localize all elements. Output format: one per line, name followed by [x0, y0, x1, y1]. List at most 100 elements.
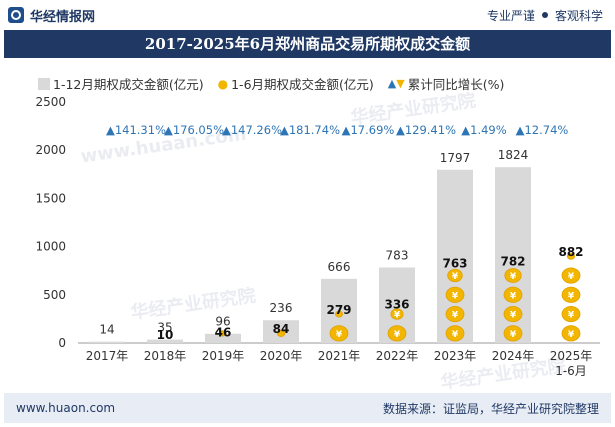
coin-symbol: ¥ — [452, 291, 459, 301]
coin-mark — [566, 252, 576, 260]
coin-symbol: ¥ — [510, 311, 517, 321]
coin-symbol: ¥ — [336, 330, 343, 340]
coin-symbol: ¥ — [510, 291, 517, 301]
growth-label: ▲141.31% — [106, 123, 166, 137]
legend-label-growth: 累计同比增长(%) — [407, 77, 505, 92]
coin-symbol: ¥ — [510, 330, 517, 340]
x-tick-label: 2025年 — [550, 349, 593, 363]
coin-mark — [561, 306, 581, 323]
coin-mark — [503, 306, 523, 323]
growth-label: ▲17.69% — [342, 123, 395, 137]
coin-symbol: ¥ — [568, 311, 575, 321]
x-tick-label: 2017年 — [86, 349, 129, 363]
coin-symbol: ¥ — [452, 311, 459, 321]
bar — [89, 341, 125, 343]
growth-label: ▲12.74% — [516, 123, 569, 137]
coin-symbol: ¥ — [510, 272, 517, 282]
y-tick-label: 500 — [43, 288, 66, 302]
coin-mark — [561, 267, 581, 284]
growth-label: ▲147.26% — [222, 123, 282, 137]
coin-mark — [561, 325, 581, 342]
coin-mark — [561, 286, 581, 303]
legend-bar-swatch-icon — [38, 77, 50, 90]
x-tick-label: 2024年 — [492, 349, 535, 363]
legend-item-coin: ● 1-6月期权成交金额(亿元) — [218, 74, 374, 93]
legend-triangle-icon: ▲▼ — [387, 77, 405, 90]
coin-symbol: ¥ — [568, 272, 575, 282]
bar-value-label: 96 — [215, 315, 230, 329]
coin-mark — [329, 325, 349, 342]
coin-mark — [335, 310, 343, 318]
coin-mark — [219, 330, 227, 337]
coin-value-label: 10 — [157, 328, 174, 342]
x-tick-label: 2023年 — [434, 349, 477, 363]
coin-mark — [445, 306, 465, 323]
x-tick-label: 2021年 — [318, 349, 361, 363]
coin-symbol: ¥ — [452, 272, 459, 282]
coin-mark — [387, 325, 407, 342]
x-tick-label: 2018年 — [144, 349, 187, 363]
dot-separator-icon — [541, 12, 548, 18]
coin-value-label: 782 — [500, 255, 525, 269]
y-tick-label: 2500 — [35, 95, 66, 109]
coin-mark — [504, 268, 522, 283]
bar-value-label: 1824 — [498, 148, 529, 162]
coin-mark — [447, 268, 463, 283]
x-tick-label: 2020年 — [260, 349, 303, 363]
chart-legend: 1-12月期权成交金额(亿元) ● 1-6月期权成交金额(亿元) ▲▼ 累计同比… — [38, 74, 504, 93]
coin-mark — [503, 286, 523, 303]
coin-mark — [390, 308, 404, 320]
legend-item-bar: 1-12月期权成交金额(亿元) — [38, 74, 204, 93]
coin-symbol: ¥ — [394, 330, 401, 340]
legend-label-coin: 1-6月期权成交金额(亿元) — [231, 77, 374, 92]
coin-value-label: 84 — [273, 322, 290, 336]
coin-value-label: 336 — [384, 298, 409, 312]
footer-source: 数据来源：证监局，华经产业研究院整理 — [382, 401, 599, 416]
bar — [205, 333, 241, 343]
coin-symbol: ¥ — [394, 311, 401, 321]
x-tick-label: 1-6月 — [555, 364, 587, 378]
legend-item-growth: ▲▼ 累计同比增长(%) — [388, 74, 505, 93]
brand-name: 华经情报网 — [30, 9, 96, 25]
footer-url: www.huaon.com — [16, 401, 116, 415]
y-tick-label: 1000 — [35, 240, 66, 254]
growth-label: ▲129.41% — [396, 123, 456, 137]
y-tick-label: 2000 — [35, 143, 66, 157]
growth-label: ▲181.74% — [280, 123, 340, 137]
tagline: 专业严谨 客观科学 — [487, 7, 603, 24]
y-tick-label: 1500 — [35, 191, 66, 205]
coin-mark — [445, 325, 465, 342]
legend-label-bar: 1-12月期权成交金额(亿元) — [53, 77, 204, 92]
growth-label: ▲1.49% — [461, 123, 506, 137]
tagline-right: 客观科学 — [554, 8, 603, 23]
coin-value-label: 763 — [442, 256, 467, 270]
x-tick-label: 2022年 — [376, 349, 419, 363]
coin-mark — [503, 325, 523, 342]
bar-value-label: 35 — [157, 321, 172, 335]
coin-value-label: 279 — [326, 303, 351, 317]
coin-value-label: 46 — [215, 326, 232, 340]
bar — [147, 339, 183, 343]
tagline-left: 专业严谨 — [486, 8, 535, 23]
coin-mark — [276, 329, 286, 337]
coin-symbol: ¥ — [568, 291, 575, 301]
chart-title: 2017-2025年6月郑州商品交易所期权成交金额 — [4, 30, 611, 58]
coin-symbol: ¥ — [452, 330, 459, 340]
bar-value-label: 666 — [328, 260, 351, 274]
y-tick-label: 0 — [58, 336, 66, 350]
header-bar: 华经情报网 专业严谨 客观科学 — [0, 0, 615, 30]
bar-value-label: 783 — [386, 249, 409, 263]
x-tick-label: 2019年 — [202, 349, 245, 363]
coin-symbol: ¥ — [568, 330, 575, 340]
bar-value-label: 236 — [270, 301, 293, 315]
legend-coin-icon: ● — [217, 76, 229, 91]
brand: 华经情报网 — [8, 6, 95, 25]
coin-value-label: 882 — [558, 245, 583, 259]
bar-value-label: 1797 — [440, 151, 471, 165]
brand-logo-icon — [8, 7, 24, 23]
coin-mark — [445, 286, 465, 303]
growth-label: ▲176.05% — [164, 123, 224, 137]
bar-value-label: 14 — [99, 323, 114, 337]
footer-bar: www.huaon.com 数据来源：证监局，华经产业研究院整理 — [4, 393, 611, 423]
